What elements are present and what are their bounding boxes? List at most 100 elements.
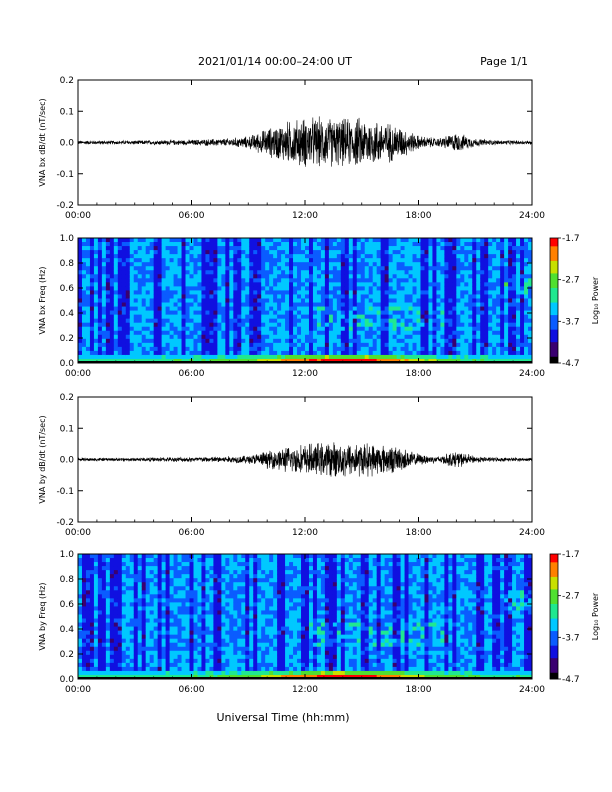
spectrogram-cell — [201, 602, 206, 607]
spectrogram-cell — [181, 562, 186, 567]
spectrogram-cell — [189, 330, 194, 336]
spectrogram-cell — [496, 294, 501, 299]
spectrogram-cell — [468, 326, 473, 332]
spectrogram-cell — [113, 658, 119, 664]
spectrogram-cell — [305, 342, 310, 348]
spectrogram-cell — [293, 322, 298, 328]
spectrogram-cell — [253, 270, 258, 275]
spectrogram-cell — [78, 622, 83, 627]
spectrogram-cell — [213, 634, 218, 640]
spectrogram-cell — [201, 586, 206, 591]
spectrogram-cell — [81, 670, 87, 676]
colorbar-segment — [550, 242, 558, 245]
spectrogram-cell — [161, 290, 167, 295]
spectrogram-cell — [225, 638, 230, 644]
spectrogram-cell — [233, 266, 238, 271]
spectrogram-cell — [221, 654, 226, 660]
spectrogram-cell — [468, 350, 473, 356]
spectrogram-cell — [121, 238, 127, 243]
spectrogram-cell — [249, 330, 254, 336]
spectrogram-cell — [316, 354, 322, 360]
spectrogram-cell — [141, 290, 147, 295]
spectrogram-cell — [281, 282, 286, 287]
spectrogram-cell — [245, 238, 250, 243]
spectrogram-cell — [237, 350, 242, 356]
spectrogram-cell — [340, 250, 346, 255]
spectrogram-cell — [416, 286, 421, 291]
spectrogram-cell — [165, 570, 170, 575]
spectrogram-cell — [181, 638, 186, 644]
spectrogram-cell — [293, 354, 298, 360]
spectrogram-cell — [416, 306, 421, 311]
spectrogram-cell — [281, 254, 286, 259]
spectrogram-cell — [85, 638, 91, 644]
spectrogram-cell — [376, 302, 382, 307]
spectrogram-cell — [221, 638, 226, 644]
spectrogram-cell — [97, 586, 103, 591]
spectrogram-cell — [324, 354, 330, 360]
spectrogram-cell — [484, 334, 489, 340]
spectrogram-cell — [225, 318, 230, 324]
spectrogram-cell — [153, 238, 159, 243]
spectrogram-cell — [400, 266, 405, 271]
spectrogram-cell — [372, 326, 378, 332]
spectrogram-cell — [93, 602, 99, 607]
spectrogram-cell — [209, 270, 214, 275]
x-tick-label: 18:00 — [406, 211, 432, 221]
spectrogram-cell — [157, 350, 163, 356]
spectrogram-cell — [137, 654, 143, 660]
spectrogram-cell — [149, 670, 155, 676]
spectrogram-cell — [356, 262, 362, 267]
spectrogram-cell — [524, 310, 529, 316]
spectrogram-cell — [145, 634, 151, 640]
spectrogram-cell — [113, 318, 119, 324]
spectrogram-cell — [125, 558, 131, 563]
spectrogram-cell — [269, 350, 274, 356]
spectrogram-cell — [209, 354, 214, 360]
spectrogram-cell — [93, 242, 99, 247]
spectrogram-cell — [340, 270, 346, 275]
spectrogram-cell — [229, 298, 234, 303]
spectrogram-cell — [117, 258, 123, 263]
spectrogram-cell — [241, 314, 246, 320]
spectrogram-cell — [189, 250, 194, 255]
spectrogram-cell — [340, 314, 346, 320]
spectrogram-cell — [281, 250, 286, 255]
spectrogram-cell — [149, 302, 155, 307]
spectrogram-cell — [213, 338, 218, 344]
spectrogram-cell — [408, 330, 413, 336]
spectrogram-cell — [340, 246, 346, 251]
spectrogram-cell — [181, 334, 186, 340]
spectrogram-cell — [165, 630, 170, 636]
spectrogram-cell — [197, 258, 202, 263]
spectrogram-cell — [460, 350, 465, 356]
spectrogram-cell — [93, 586, 99, 591]
spectrogram-cell — [420, 266, 425, 271]
spectrogram-cell — [444, 346, 449, 352]
spectrogram-cell — [101, 334, 107, 340]
spectrogram-cell — [396, 310, 401, 316]
spectrogram-cell — [145, 318, 151, 324]
spectrogram-cell — [217, 322, 222, 328]
spectrogram-cell — [492, 318, 497, 324]
spectrogram-cell — [528, 274, 533, 279]
spectrogram-cell — [165, 646, 170, 652]
spectrogram-cell — [197, 614, 202, 619]
spectrogram-cell — [364, 250, 370, 255]
spectrogram-cell — [424, 254, 429, 259]
spectrogram-cell — [297, 346, 302, 352]
y-tick-label: -0.2 — [56, 201, 74, 211]
colorbar-segment — [550, 279, 558, 283]
spectrogram-cell — [113, 642, 119, 648]
spectrogram-cell — [145, 638, 151, 644]
spectrogram-cell — [181, 298, 186, 303]
spectrogram-cell — [153, 574, 159, 579]
spectrogram-cell — [396, 254, 401, 259]
spectrogram-cell — [105, 302, 111, 307]
spectrogram-cell — [520, 242, 525, 247]
spectrogram-cell — [217, 270, 222, 275]
spectrogram-cell — [161, 590, 167, 595]
spectrogram-cell — [308, 258, 314, 263]
spectrogram-cell — [436, 282, 441, 287]
spectrogram-cell — [105, 354, 111, 360]
